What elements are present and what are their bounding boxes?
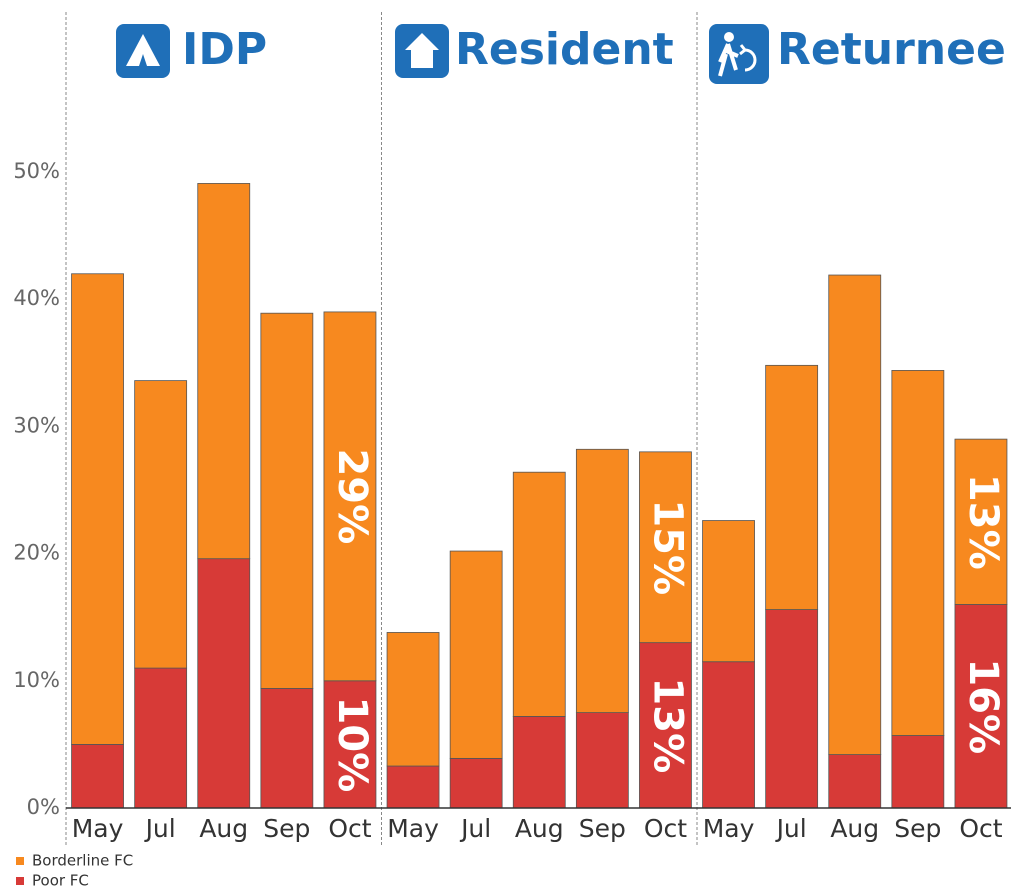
x-tick-label: Jul bbox=[775, 814, 807, 843]
bar-segment bbox=[828, 754, 882, 809]
x-tick-label: Aug bbox=[830, 814, 879, 843]
bar-segment bbox=[134, 380, 188, 669]
x-tick-label: May bbox=[72, 814, 124, 843]
bar-segment bbox=[323, 680, 377, 809]
return-arrow bbox=[739, 44, 757, 72]
bar-segment bbox=[954, 438, 1008, 605]
house bbox=[405, 33, 439, 68]
x-tick-label: Sep bbox=[579, 814, 626, 843]
bar-segment bbox=[71, 273, 124, 745]
x-tick-label: Oct bbox=[328, 814, 371, 843]
y-tick-label: 30% bbox=[13, 413, 60, 437]
bar-segment bbox=[954, 604, 1008, 809]
value-label: 29% bbox=[329, 448, 375, 544]
returnee-icon bbox=[709, 24, 769, 84]
y-tick-label: 50% bbox=[13, 159, 60, 183]
bar-segment bbox=[512, 471, 566, 717]
panel-title: Returnee bbox=[777, 24, 1006, 75]
bar-segment bbox=[386, 765, 440, 809]
bar-segment bbox=[134, 667, 188, 809]
bar-segment bbox=[702, 661, 755, 809]
bar-segment bbox=[323, 311, 377, 682]
legend-label: Poor FC bbox=[32, 872, 89, 890]
x-tick-label: May bbox=[387, 814, 439, 843]
bar-segment bbox=[765, 609, 819, 809]
legend-label: Borderline FC bbox=[32, 852, 133, 870]
x-tick-label: Sep bbox=[894, 814, 941, 843]
bar-segment bbox=[260, 312, 314, 689]
panel-title: Resident bbox=[455, 24, 674, 75]
x-tick-label: Aug bbox=[515, 814, 564, 843]
x-tick-label: Oct bbox=[644, 814, 687, 843]
bar-segment bbox=[575, 712, 629, 809]
bar-segment bbox=[891, 370, 945, 736]
bar-segment bbox=[639, 642, 692, 809]
walker bbox=[718, 43, 739, 77]
head bbox=[724, 32, 734, 42]
value-label: 15% bbox=[644, 499, 690, 595]
bar-segment bbox=[197, 558, 251, 809]
x-tick-label: Sep bbox=[263, 814, 310, 843]
bar-segment bbox=[260, 688, 314, 809]
bar-segment bbox=[71, 744, 124, 809]
bar-segment bbox=[512, 716, 566, 809]
bar-segment bbox=[891, 735, 945, 809]
bar-segment bbox=[828, 274, 882, 755]
bar-segment bbox=[639, 451, 692, 644]
y-tick-label: 40% bbox=[13, 286, 60, 310]
bar-segment bbox=[197, 183, 251, 560]
bar-segment bbox=[702, 520, 755, 663]
value-label: 10% bbox=[329, 697, 375, 793]
x-tick-label: Aug bbox=[199, 814, 248, 843]
legend-swatch bbox=[16, 877, 24, 885]
value-label: 13% bbox=[644, 677, 690, 773]
bar-segment bbox=[449, 757, 503, 809]
value-label: 13% bbox=[960, 474, 1006, 570]
legend-swatch bbox=[16, 857, 24, 865]
tent bbox=[126, 34, 160, 66]
bar-segment bbox=[449, 550, 503, 759]
x-tick-label: Jul bbox=[459, 814, 491, 843]
icons bbox=[116, 24, 769, 84]
x-tick-label: Jul bbox=[144, 814, 176, 843]
bar-segment bbox=[765, 364, 819, 610]
bar-segment bbox=[386, 632, 440, 767]
y-tick-label: 20% bbox=[13, 541, 60, 565]
value-label: 16% bbox=[960, 658, 1006, 754]
bar-segment bbox=[575, 448, 629, 713]
x-tick-label: Oct bbox=[959, 814, 1002, 843]
y-tick-label: 10% bbox=[13, 668, 60, 692]
panel-title: IDP bbox=[182, 24, 267, 75]
x-tick-label: May bbox=[703, 814, 755, 843]
y-tick-label: 0% bbox=[27, 795, 60, 819]
